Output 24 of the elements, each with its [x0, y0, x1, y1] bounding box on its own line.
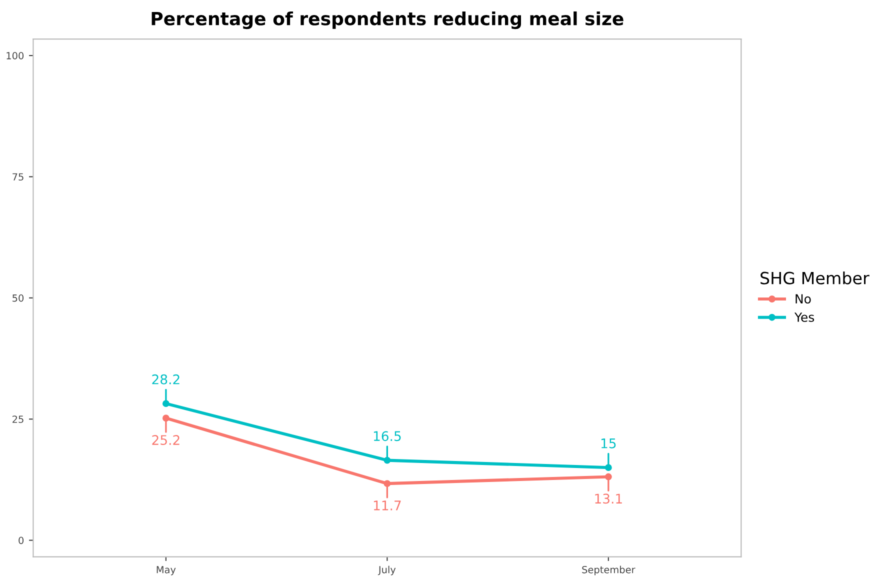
data-label: 16.5: [374, 431, 401, 442]
x-tick-label: July: [378, 566, 396, 576]
point: [604, 464, 612, 472]
data-label: 13.1: [595, 494, 622, 504]
point: [384, 456, 391, 464]
data-label: 28.2: [152, 374, 180, 384]
x-tick-label: May: [156, 566, 176, 576]
y-tick-label: 25: [12, 416, 24, 423]
point: [384, 480, 391, 488]
data-label: 25.2: [152, 435, 180, 446]
y-tick-label: 50: [12, 294, 24, 302]
data-label: 11.7: [374, 500, 401, 510]
legend-title: SHG Member: [760, 272, 870, 284]
data-label: 15: [601, 438, 616, 448]
legend-label: Yes: [794, 312, 814, 322]
point: [162, 400, 170, 408]
y-tick-label: 100: [6, 52, 24, 60]
y-tick-label: 0: [18, 536, 24, 544]
chart-title: Percentage of respondents reducing meal size: [152, 11, 624, 30]
point: [604, 473, 612, 480]
y-tick-label: 75: [12, 173, 24, 181]
legend-label: No: [796, 294, 811, 304]
x-tick-label: September: [582, 566, 636, 576]
point: [162, 414, 170, 422]
